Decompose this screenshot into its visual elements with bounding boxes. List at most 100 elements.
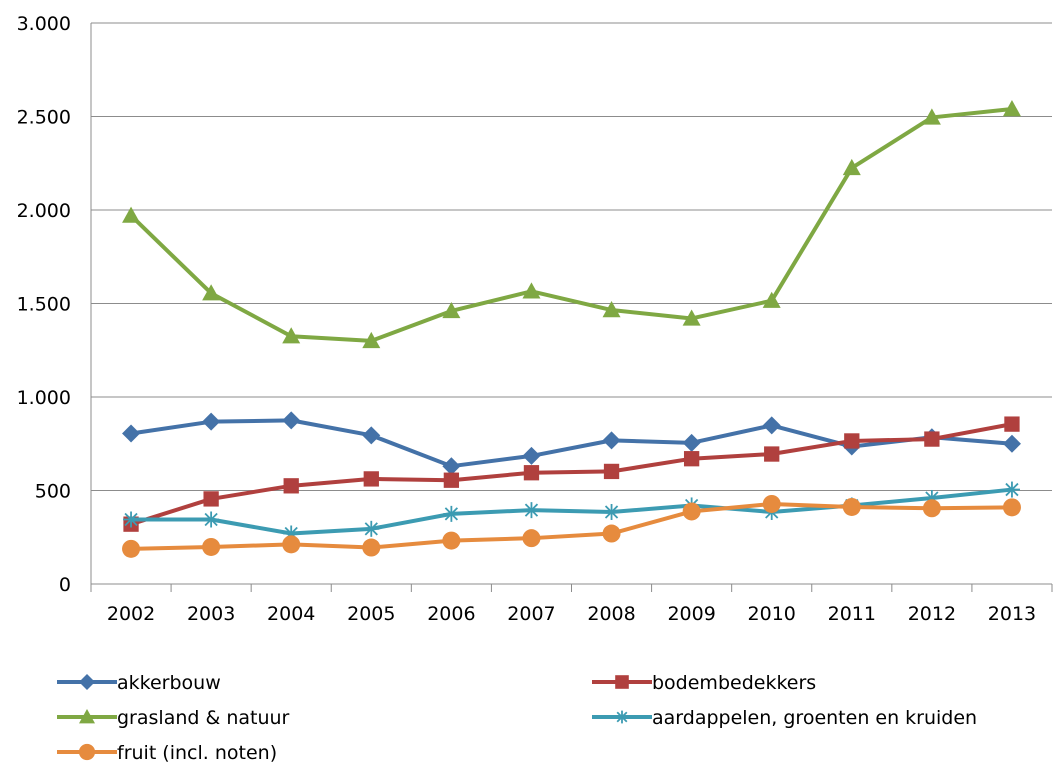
data-point-marker <box>1003 481 1020 498</box>
marker-stroke <box>124 512 138 527</box>
data-point-marker <box>282 327 301 344</box>
series-bodembedekkers <box>123 416 1020 532</box>
data-point-marker <box>522 446 541 465</box>
y-axis-ticks: 0 500 1.000 1.500 2.000 2.500 3.000 <box>17 13 71 596</box>
marker-stroke <box>444 507 459 521</box>
series-line <box>130 418 1013 469</box>
data-point-marker <box>602 301 621 318</box>
data-point-marker <box>122 206 141 223</box>
legend-label: akkerbouw <box>117 672 221 694</box>
data-point-marker <box>762 416 781 435</box>
x-tick-label: 2011 <box>828 603 876 625</box>
data-point-marker <box>442 301 461 319</box>
series-line <box>131 487 1013 536</box>
data-point-marker <box>122 424 141 443</box>
data-point-marker <box>615 710 629 724</box>
marker-stroke <box>616 711 628 723</box>
data-point-marker <box>362 331 381 349</box>
series-fruit-incl-noten- <box>122 494 1021 558</box>
data-point-marker <box>282 411 301 430</box>
data-point-marker <box>1002 498 1021 517</box>
data-point-marker <box>283 478 299 494</box>
data-point-marker <box>602 524 621 543</box>
data-point-marker <box>602 431 621 450</box>
x-tick-label: 2003 <box>187 603 235 625</box>
x-tick-label: 2012 <box>908 603 956 625</box>
data-point-marker <box>523 465 540 481</box>
y-tick-label: 0 <box>59 574 71 596</box>
data-point-marker <box>203 491 219 507</box>
data-point-marker <box>924 431 940 447</box>
data-point-marker <box>362 426 381 445</box>
data-point-marker <box>363 471 379 487</box>
data-point-marker <box>844 433 860 449</box>
data-point-marker <box>603 463 620 480</box>
data-point-marker <box>523 502 540 519</box>
data-point-marker <box>615 675 629 689</box>
x-tick-label: 2010 <box>748 603 796 625</box>
x-tick-label: 2007 <box>507 603 555 625</box>
x-tick-label: 2008 <box>587 603 635 625</box>
x-tick-label: 2005 <box>347 603 395 625</box>
data-point-marker <box>79 674 95 690</box>
legend-label: grasland & natuur <box>117 707 290 729</box>
series-akkerbouw <box>122 411 1021 476</box>
marker-stroke <box>524 503 539 517</box>
data-point-marker <box>842 158 861 176</box>
y-tick-label: 1.000 <box>17 387 71 409</box>
data-point-marker <box>282 535 301 554</box>
data-point-marker <box>1002 434 1021 453</box>
x-tick-label: 2006 <box>427 603 475 625</box>
data-point-marker <box>762 291 781 308</box>
legend-item: aardappelen, groenten en kruiden <box>592 707 977 729</box>
data-point-marker <box>522 529 541 548</box>
legend-label: aardappelen, groenten en kruiden <box>652 707 977 729</box>
data-point-marker <box>764 446 780 462</box>
data-point-marker <box>443 472 460 488</box>
legend-label: fruit (incl. noten) <box>117 742 277 764</box>
data-point-marker <box>522 282 541 299</box>
data-point-marker <box>78 743 96 761</box>
x-tick-label: 2009 <box>667 603 715 625</box>
x-tick-label: 2002 <box>107 603 155 625</box>
data-point-marker <box>362 538 381 557</box>
data-point-marker <box>1002 100 1021 117</box>
legend-item: fruit (incl. noten) <box>57 742 277 764</box>
legend-label: bodembedekkers <box>652 672 816 694</box>
data-point-marker <box>123 511 140 528</box>
legend-item: grasland & natuur <box>57 707 290 729</box>
y-tick-label: 3.000 <box>17 13 71 35</box>
legend: akkerbouw bodembedekkers grasland & natuur… <box>57 672 977 764</box>
marker-stroke <box>364 522 378 536</box>
data-point-marker <box>442 531 461 550</box>
data-point-marker <box>922 499 941 518</box>
data-point-marker <box>682 309 701 326</box>
x-tick-label: 2013 <box>988 603 1036 625</box>
data-point-marker <box>442 457 461 476</box>
y-tick-label: 2.500 <box>17 107 71 129</box>
data-point-marker <box>683 451 700 467</box>
y-tick-label: 1.500 <box>17 294 71 316</box>
y-tick-label: 500 <box>35 481 71 503</box>
gridlines <box>91 22 1052 491</box>
data-point-marker <box>202 284 221 301</box>
legend-item: bodembedekkers <box>592 672 816 694</box>
data-point-marker <box>603 504 620 521</box>
data-point-marker <box>363 520 380 537</box>
x-axis: 2002 2003 2004 2005 2006 2007 2008 2009 2010 2011… <box>90 23 1053 625</box>
series-lines <box>122 100 1021 558</box>
series-line <box>130 501 1012 551</box>
data-point-marker <box>443 505 460 522</box>
legend-item: akkerbouw <box>57 672 221 694</box>
marker-stroke <box>604 505 619 519</box>
data-point-marker <box>682 502 701 521</box>
data-point-marker <box>842 497 861 516</box>
data-point-marker <box>1004 416 1020 432</box>
x-tick-label: 2004 <box>267 603 315 625</box>
y-tick-label: 2.000 <box>17 200 71 222</box>
data-point-marker <box>922 108 941 125</box>
series-grasland-natuur <box>122 100 1021 349</box>
marker-stroke <box>1005 482 1019 497</box>
data-point-marker <box>202 412 221 431</box>
